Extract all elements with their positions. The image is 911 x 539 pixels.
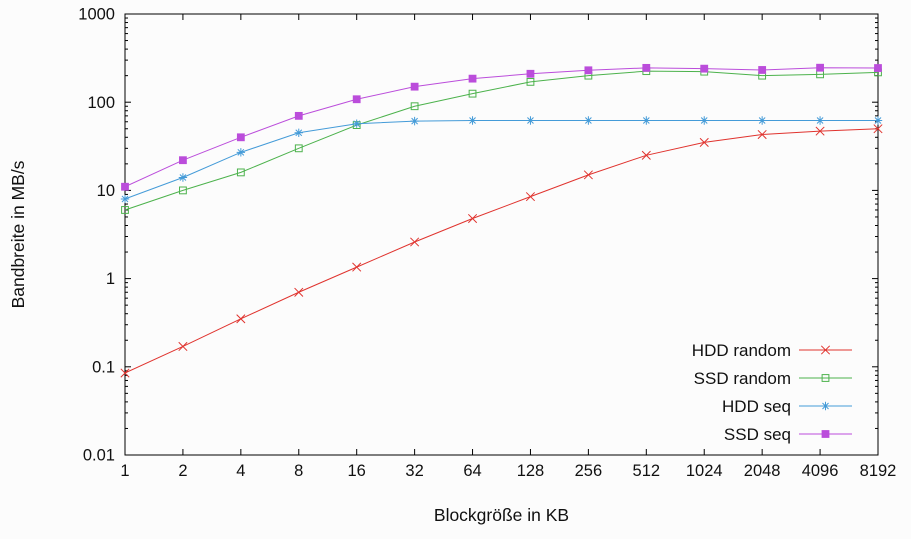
marker-asterisk: [757, 116, 767, 125]
x-tick-label: 256: [575, 462, 603, 480]
marker-filled-square: [874, 64, 882, 72]
marker-filled-square: [642, 63, 651, 72]
series-hdd-random: [120, 124, 883, 378]
marker-x: [467, 213, 478, 224]
y-tick-label: 0.1: [92, 358, 115, 376]
marker-asterisk: [178, 173, 188, 182]
marker-x: [178, 341, 188, 352]
series-line: [124, 70, 879, 211]
x-tick-label: 8: [294, 462, 303, 480]
series-line: [124, 128, 879, 374]
marker-filled-square: [584, 66, 593, 75]
marker-filled-square: [821, 430, 830, 438]
x-tick-label: 128: [517, 462, 545, 480]
x-tick-label: 32: [405, 462, 423, 480]
marker-x: [820, 345, 831, 355]
x-tick-label: 4096: [802, 462, 839, 480]
marker-asterisk: [815, 116, 825, 125]
marker-asterisk: [642, 116, 651, 125]
marker-filled-square: [816, 63, 824, 72]
marker-asterisk: [352, 119, 361, 128]
marker-filled-square: [352, 95, 361, 104]
marker-asterisk: [700, 116, 709, 125]
marker-filled-square: [758, 66, 767, 74]
x-tick-label: 16: [348, 462, 366, 480]
marker-open-square: [294, 144, 303, 153]
marker-open-square: [821, 374, 830, 382]
marker-asterisk: [294, 128, 303, 137]
x-tick-label: 2048: [744, 462, 781, 480]
marker-x: [873, 124, 883, 134]
marker-x: [699, 137, 709, 147]
marker-x: [352, 262, 362, 272]
y-tick-label: 0.01: [83, 447, 115, 465]
marker-filled-square: [700, 64, 709, 73]
x-tick-label: 1: [120, 462, 129, 480]
marker-x: [410, 237, 420, 247]
marker-open-square: [179, 186, 187, 195]
y-axis-title: Bandbreite in MB/s: [8, 160, 28, 308]
marker-filled-square: [410, 82, 419, 91]
series-line: [124, 120, 878, 200]
x-tick-label: 1024: [686, 462, 723, 480]
marker-asterisk: [410, 116, 419, 126]
marker-x: [236, 314, 246, 324]
marker-filled-square: [121, 182, 129, 191]
marker-filled-square: [294, 111, 303, 120]
y-tick-label: 1000: [78, 6, 115, 24]
marker-open-square: [468, 89, 477, 98]
marker-filled-square: [468, 74, 477, 83]
axes: 1 2 4 8 16 32 64 128 256 512 1024 2048 4096 8192 0.01 0…: [78, 6, 896, 480]
marker-filled-square: [236, 133, 245, 142]
series-ssd-random: [121, 67, 882, 214]
marker-x: [294, 287, 304, 297]
marker-filled-square: [526, 69, 535, 78]
x-tick-label: 64: [463, 462, 481, 480]
legend-label: HDD random: [692, 341, 791, 360]
marker-x: [120, 368, 130, 378]
marker-x: [641, 150, 651, 160]
series-ssd-seq: [121, 63, 882, 191]
marker-open-square: [526, 77, 535, 86]
legend: HDD random SSD random HDD seq SSD seq: [692, 341, 852, 444]
marker-asterisk: [236, 148, 246, 157]
x-tick-label: 4: [236, 462, 245, 480]
marker-asterisk: [873, 116, 883, 125]
legend-label: SSD seq: [724, 425, 791, 444]
marker-asterisk: [821, 401, 830, 411]
marker-asterisk: [526, 116, 535, 125]
marker-x: [525, 192, 536, 202]
marker-x: [757, 129, 767, 140]
marker-open-square: [121, 206, 129, 214]
marker-filled-square: [179, 156, 187, 165]
marker-x: [815, 126, 825, 136]
x-tick-label: 512: [633, 462, 661, 480]
marker-asterisk: [584, 116, 593, 125]
x-axis-title: Blockgröße in KB: [434, 505, 569, 525]
marker-asterisk: [120, 194, 130, 204]
series-line: [124, 67, 879, 188]
legend-label: SSD random: [694, 369, 791, 388]
series-hdd-seq: [120, 116, 883, 204]
marker-open-square: [236, 168, 245, 177]
x-tick-label: 2: [178, 462, 187, 480]
y-tick-label: 100: [87, 94, 115, 112]
y-tick-label: 10: [97, 182, 115, 200]
marker-x: [583, 170, 593, 180]
marker-open-square: [410, 102, 419, 111]
marker-asterisk: [468, 116, 477, 125]
x-tick-label: 8192: [860, 462, 897, 480]
plot-border: [124, 13, 879, 456]
y-tick-label: 1: [106, 270, 115, 288]
legend-label: HDD seq: [722, 397, 791, 416]
